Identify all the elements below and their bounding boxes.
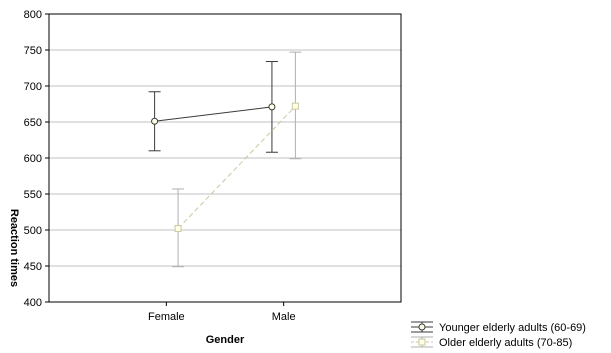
x-axis: Female Male <box>148 302 296 323</box>
legend-marker <box>418 338 426 346</box>
series-2 <box>172 51 302 268</box>
y-tick-label: 750 <box>24 45 42 57</box>
y-tick-label: 500 <box>24 225 42 237</box>
legend-marker <box>418 323 426 331</box>
legend-label: Older elderly adults (70-85) <box>439 337 572 349</box>
y-tick-label: 400 <box>24 297 42 309</box>
data-point <box>268 103 276 111</box>
data-point <box>291 102 299 110</box>
x-axis-title: Gender <box>206 334 245 346</box>
legend: Younger elderly adults (60-69) Older elde… <box>411 321 586 349</box>
series-line <box>154 106 272 122</box>
legend-item-1: Younger elderly adults (60-69) <box>411 321 586 334</box>
y-tick-label: 700 <box>24 81 42 93</box>
legend-item-2: Older elderly adults (70-85) <box>411 336 572 349</box>
y-tick-label: 800 <box>24 9 42 21</box>
y-tick-label: 450 <box>24 261 42 273</box>
gridlines <box>49 49 401 267</box>
y-tick-label: 650 <box>24 117 42 129</box>
x-tick-label: Male <box>272 311 296 323</box>
y-axis: 400 450 500 550 600 650 700 750 800 <box>24 9 49 309</box>
y-tick-label: 600 <box>24 153 42 165</box>
x-tick-label: Female <box>148 311 185 323</box>
data-point <box>174 225 182 233</box>
y-axis-title: Reaction times <box>8 209 20 287</box>
series-layer <box>148 51 302 268</box>
y-tick-label: 550 <box>24 189 42 201</box>
data-point <box>151 117 159 125</box>
legend-label: Younger elderly adults (60-69) <box>439 322 586 334</box>
series-1 <box>148 61 278 153</box>
series-line <box>177 105 296 229</box>
